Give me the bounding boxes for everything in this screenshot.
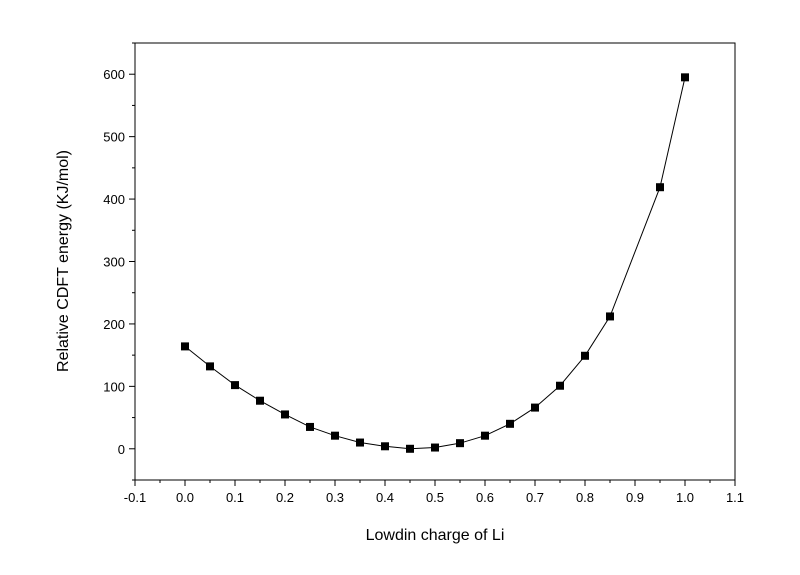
x-tick-label: 0.5	[426, 490, 444, 505]
y-tick-label: 100	[103, 379, 125, 394]
x-tick-label: 0.1	[226, 490, 244, 505]
x-tick-label: 0.0	[176, 490, 194, 505]
data-point	[381, 442, 389, 451]
data-point	[306, 422, 314, 431]
x-tick-label: 0.8	[576, 490, 594, 505]
y-tick-label: 300	[103, 255, 125, 270]
data-point	[406, 444, 414, 453]
data-point	[581, 351, 589, 360]
x-axis-ticks: -0.1 0.0 0.1 0.2 0.3 0.4 0.5 0.6 0.7 0.8 0.9 1.0 1.1	[124, 480, 744, 505]
x-tick-label: -0.1	[124, 490, 146, 505]
x-tick-label: 1.1	[726, 490, 744, 505]
y-tick-label: 200	[103, 317, 125, 332]
data-point	[356, 438, 364, 447]
x-axis-title: Lowdin charge of Li	[366, 527, 505, 544]
series-line	[184, 77, 686, 450]
data-point	[556, 381, 564, 390]
data-point	[606, 312, 614, 321]
data-point	[681, 73, 689, 82]
data-point	[456, 439, 464, 448]
y-axis-title: Relative CDFT energy (KJ/mol)	[55, 150, 72, 372]
data-point	[281, 410, 289, 419]
x-tick-label: 0.4	[376, 490, 394, 505]
x-tick-label: 0.6	[476, 490, 494, 505]
x-tick-label: 0.9	[626, 490, 644, 505]
data-point	[531, 403, 539, 412]
y-tick-label: 400	[103, 192, 125, 207]
data-point	[481, 431, 489, 440]
x-tick-label: 1.0	[676, 490, 694, 505]
data-point	[331, 431, 339, 440]
x-tick-label: 0.2	[276, 490, 294, 505]
data-point	[256, 396, 264, 405]
x-tick-label: 0.7	[526, 490, 544, 505]
y-tick-label: 0	[118, 442, 125, 457]
y-tick-label: 500	[103, 130, 125, 145]
data-point	[656, 183, 664, 192]
data-point	[431, 443, 439, 452]
data-point	[206, 362, 214, 371]
y-axis-ticks: 0 100 200 300 400 500 600	[103, 42, 135, 481]
plot-frame	[134, 42, 736, 481]
series-markers	[181, 73, 689, 453]
data-point	[181, 342, 189, 351]
data-point	[506, 419, 514, 428]
data-point	[231, 381, 239, 390]
y-tick-label: 600	[103, 67, 125, 82]
x-tick-label: 0.3	[326, 490, 344, 505]
